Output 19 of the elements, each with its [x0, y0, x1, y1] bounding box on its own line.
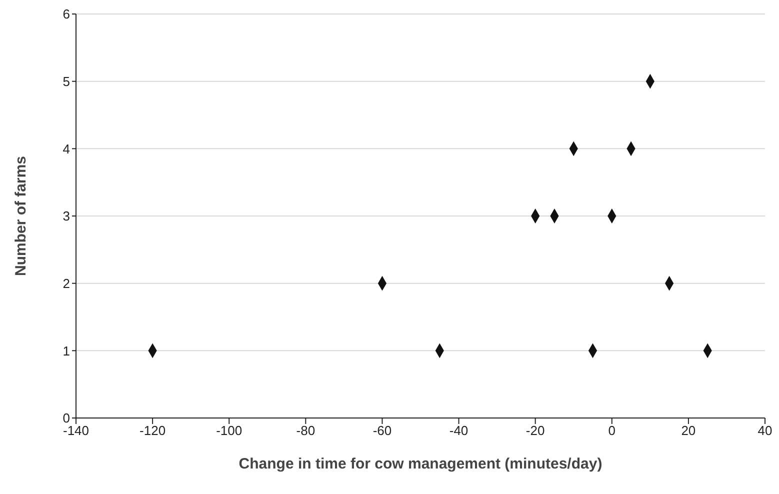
- x-tick-label: 20: [681, 423, 696, 438]
- x-tick-label: -120: [140, 423, 166, 438]
- y-axis-title: Number of farms: [12, 156, 30, 276]
- x-tick-label: 40: [758, 423, 772, 438]
- x-tick-label: -100: [216, 423, 242, 438]
- x-tick-label: -60: [372, 423, 392, 438]
- x-tick-label: 0: [608, 423, 616, 438]
- x-tick-label: -40: [449, 423, 468, 438]
- y-tick-label: 4: [62, 141, 70, 156]
- y-tick-label: 3: [62, 208, 70, 224]
- x-axis-title: Change in time for cow management (minutes/day): [238, 456, 602, 473]
- y-tick-label: 6: [62, 6, 70, 22]
- x-tick-label: -140: [62, 423, 90, 438]
- y-tick-label: 1: [62, 343, 70, 358]
- y-tick-label: 2: [62, 276, 70, 291]
- y-tick-label: 0: [62, 410, 70, 426]
- x-tick-label: -20: [526, 423, 545, 438]
- x-tick-label: -80: [296, 423, 316, 438]
- y-tick-label: 5: [62, 74, 70, 89]
